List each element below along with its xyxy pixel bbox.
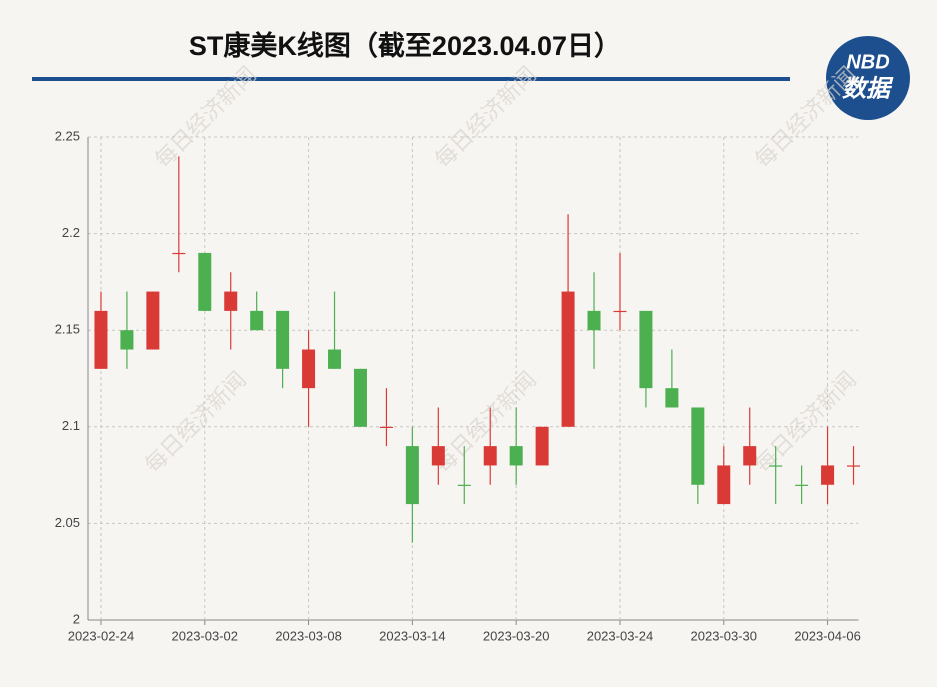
x-tick-label: 2023-04-06 xyxy=(794,628,861,643)
candle-body xyxy=(587,310,601,331)
candle-body xyxy=(821,465,835,485)
x-tick-label: 2023-03-14 xyxy=(379,628,446,643)
y-tick-label: 2.25 xyxy=(55,128,80,143)
candle-body xyxy=(613,310,627,313)
x-tick-label: 2023-03-30 xyxy=(691,628,758,643)
y-tick-label: 2.15 xyxy=(55,322,80,337)
candle-body xyxy=(691,407,705,485)
candle-body xyxy=(847,465,861,467)
candle-body xyxy=(379,426,393,428)
logo xyxy=(826,36,910,120)
candle-body xyxy=(665,388,679,408)
logo-text: NBD xyxy=(846,51,889,73)
candle-body xyxy=(353,368,367,427)
candle-body xyxy=(405,446,419,505)
title-underline xyxy=(32,77,790,81)
candle-body xyxy=(717,465,731,505)
candle-body xyxy=(483,446,497,466)
candle-body xyxy=(172,252,186,255)
candle-body xyxy=(509,446,523,466)
candle-body xyxy=(457,484,471,486)
candle-body xyxy=(224,291,238,311)
candle-body xyxy=(198,252,212,311)
candle-body xyxy=(769,465,783,467)
candle-body xyxy=(276,310,290,369)
y-tick-label: 2.2 xyxy=(62,225,80,240)
chart-title: ST康美K线图（截至2023.04.07日） xyxy=(189,30,621,61)
candle-body xyxy=(146,291,160,350)
y-tick-label: 2 xyxy=(73,611,80,626)
x-tick-label: 2023-03-24 xyxy=(587,628,654,643)
candle-body xyxy=(120,330,134,350)
candle-body xyxy=(743,446,757,466)
y-tick-label: 2.1 xyxy=(62,418,80,433)
x-tick-label: 2023-03-20 xyxy=(483,628,550,643)
logo-text: 数据 xyxy=(842,75,894,102)
candle-body xyxy=(250,310,264,331)
x-tick-label: 2023-03-08 xyxy=(275,628,342,643)
candle-body xyxy=(94,310,108,369)
candle-body xyxy=(561,291,575,427)
candle-body xyxy=(302,349,316,389)
candle-body xyxy=(639,310,653,389)
x-tick-label: 2023-03-02 xyxy=(172,628,239,643)
candle-body xyxy=(431,446,445,466)
candle-body xyxy=(795,484,809,486)
x-tick-label: 2023-02-24 xyxy=(68,628,135,643)
candle-body xyxy=(535,426,549,466)
y-tick-label: 2.05 xyxy=(55,515,80,530)
candle-body xyxy=(328,349,342,369)
